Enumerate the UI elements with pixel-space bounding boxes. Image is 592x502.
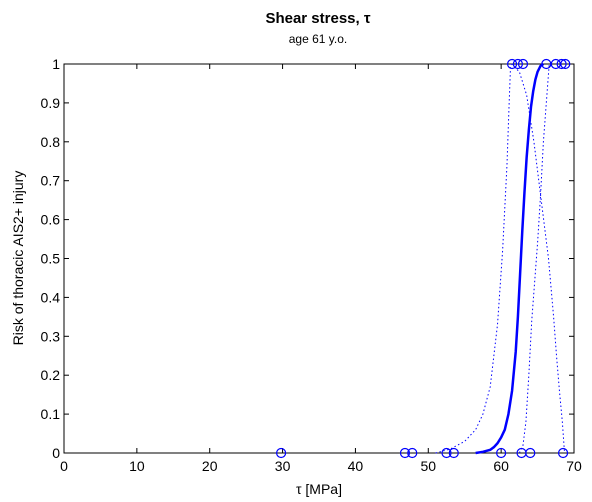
y-tick-label: 0.5 xyxy=(41,251,61,267)
y-axis-label: Risk of thoracic AIS2+ injury xyxy=(10,171,26,346)
y-tick-label: 0.6 xyxy=(41,212,61,228)
y-tick-label: 1 xyxy=(52,56,60,72)
observation-point xyxy=(557,447,569,459)
observation-point xyxy=(496,447,507,459)
observation-point xyxy=(556,58,567,70)
x-tick-label: 10 xyxy=(129,458,145,474)
x-axis-label: τ [MPa] xyxy=(296,481,342,497)
y-tick-label: 0.4 xyxy=(41,289,61,305)
confidence-bound-upper-line xyxy=(435,63,512,454)
x-tick-label: 40 xyxy=(348,458,364,474)
x-tick-label: 50 xyxy=(420,458,436,474)
y-tick-label: 0.8 xyxy=(41,134,61,150)
fitted-curve-line xyxy=(475,62,545,455)
x-tick-label: 0 xyxy=(60,458,68,474)
y-tick-label: 0.3 xyxy=(41,328,61,344)
confidence-bound-lower-line xyxy=(518,63,550,454)
data-marks xyxy=(276,58,571,459)
observation-point xyxy=(407,447,418,459)
observation-point xyxy=(512,58,524,70)
observation-point xyxy=(399,447,411,459)
x-tick-label: 30 xyxy=(275,458,291,474)
axis-ticks: 0 10 20 30 40 50 60 70 0 0.1 0.2 0.3 0.4 0.5 0.6 0.7 0.8… xyxy=(41,56,582,474)
observation-point xyxy=(506,58,518,70)
upper-confidence-tail-line xyxy=(510,63,566,454)
y-tick-label: 0.2 xyxy=(41,367,61,383)
y-tick-label: 0.1 xyxy=(41,406,61,422)
y-tick-label: 0 xyxy=(52,445,60,461)
x-tick-label: 20 xyxy=(202,458,218,474)
observation-point xyxy=(276,447,287,459)
y-tick-label: 0.7 xyxy=(41,173,61,189)
observation-point xyxy=(441,447,452,459)
x-tick-label: 70 xyxy=(566,458,582,474)
observation-point xyxy=(560,58,571,70)
observation-point xyxy=(525,447,536,459)
chart-subtitle: age 61 y.o. xyxy=(289,32,348,46)
observation-point xyxy=(448,447,459,459)
chart-title: Shear stress, τ xyxy=(265,10,370,27)
plot-area-frame xyxy=(63,63,575,454)
observation-point xyxy=(517,58,529,70)
y-tick-label: 0.9 xyxy=(41,95,61,111)
x-tick-label: 60 xyxy=(493,458,509,474)
